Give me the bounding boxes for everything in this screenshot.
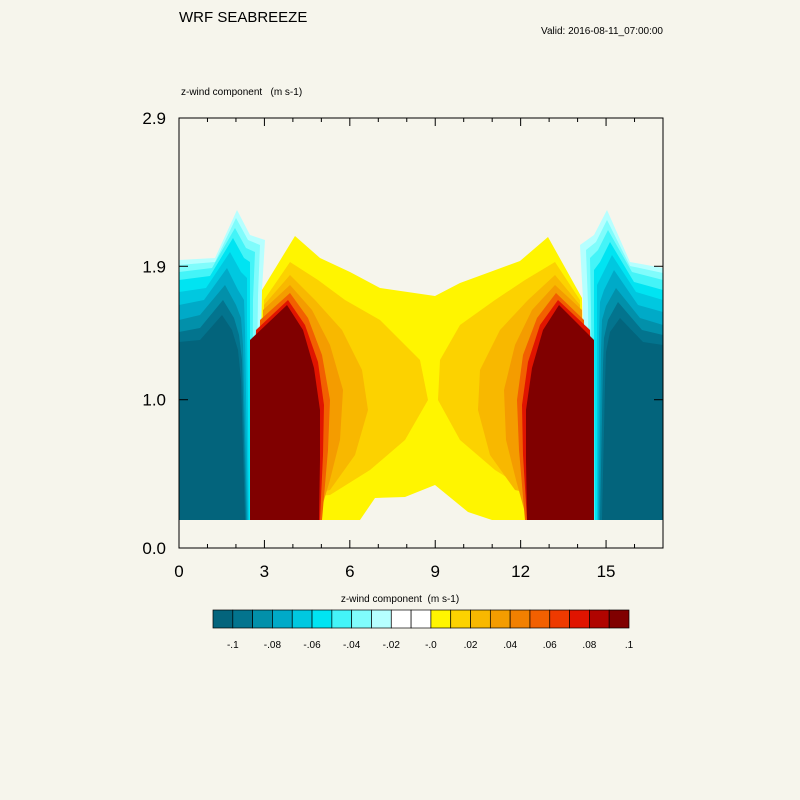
y-tick-label: 1.0 [142, 391, 166, 410]
x-tick-label: 9 [431, 562, 440, 581]
chart-title: WRF SEABREEZE [179, 9, 308, 26]
contour-fill [179, 315, 245, 520]
contour-fills [179, 210, 663, 520]
y-axis: 0.0 1.0 1.9 2.9 [142, 109, 663, 558]
field-label: z-wind component (m s-1) [181, 87, 303, 98]
x-tick-label: 15 [597, 562, 616, 581]
plot-frame [178, 117, 664, 549]
colorbar-label: z-wind component (m s-1) [340, 594, 460, 605]
y-tick-label: 0.0 [142, 539, 166, 558]
valid-time: Valid: 2016-08-11_07:00:00 [541, 26, 663, 37]
y-tick-label: 1.9 [142, 257, 166, 276]
y-tick-label: 2.9 [142, 109, 166, 128]
x-tick-label: 6 [345, 562, 354, 581]
contour-fill [250, 305, 320, 520]
x-tick-label: 12 [511, 562, 530, 581]
x-tick-label: 3 [260, 562, 269, 581]
contour-fill [526, 305, 594, 520]
x-tick-label: 0 [174, 562, 183, 581]
contour-fill [602, 318, 663, 520]
x-axis: 0 3 6 9 12 15 [174, 118, 664, 581]
